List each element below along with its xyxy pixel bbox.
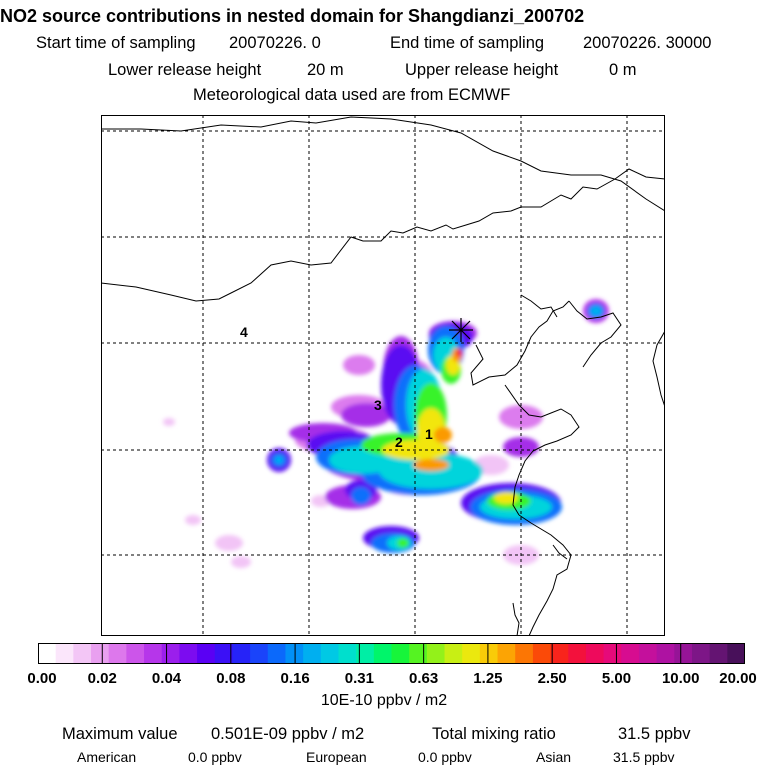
colorbar-tick-label: 0.02 xyxy=(87,670,117,687)
colorbar-cell xyxy=(532,643,552,664)
colorbar-cell xyxy=(638,643,658,664)
colorbar-unit: 10E-10 ppbv / m2 xyxy=(320,692,448,709)
max-value: 0.501E-09 ppbv / m2 xyxy=(211,725,365,743)
end-time-value: 20070226. 30000 xyxy=(583,34,712,52)
colorbar-cell xyxy=(267,643,287,664)
colorbar-tick-label: 0.63 xyxy=(409,670,439,687)
colorbar-cell xyxy=(73,643,92,664)
upper-height-value: 0 m xyxy=(609,61,637,79)
site-marker-asterisk xyxy=(449,318,473,342)
colorbar-cell xyxy=(497,643,516,664)
start-time-value: 20070226. 0 xyxy=(229,34,321,52)
colorbar-cell xyxy=(179,643,198,664)
colorbar-tick-label: 1.25 xyxy=(473,670,503,687)
colorbar-cell xyxy=(444,643,463,664)
colorbar-cell xyxy=(409,643,428,664)
colorbar-tick-label: 10.00 xyxy=(661,670,700,687)
region-label-2: 2 xyxy=(395,434,403,450)
total-mixing-value: 31.5 ppbv xyxy=(618,725,691,743)
colorbar-cell xyxy=(232,643,251,664)
map-panel: 1 2 3 4 xyxy=(101,115,665,636)
colorbar-cell xyxy=(338,643,357,664)
lower-height-value: 20 m xyxy=(307,61,344,79)
colorbar-cell xyxy=(515,643,534,664)
colorbar-cell xyxy=(709,643,728,664)
european-value: 0.0 ppbv xyxy=(418,749,472,765)
colorbar-cell xyxy=(391,643,410,664)
total-mixing-label: Total mixing ratio xyxy=(432,725,556,743)
end-time-label: End time of sampling xyxy=(390,34,545,52)
figure-title: NO2 source contributions in nested domai… xyxy=(0,6,585,26)
colorbar-cell xyxy=(656,643,675,664)
american-value: 0.0 ppbv xyxy=(188,749,242,765)
colorbar-cell xyxy=(603,643,622,664)
colorbar-tick-label: 20.00 xyxy=(719,670,757,687)
region-label-4: 4 xyxy=(240,324,248,340)
map-gridlines xyxy=(101,115,665,636)
colorbar-cell xyxy=(479,643,499,664)
colorbar-cell xyxy=(144,643,163,664)
colorbar xyxy=(38,643,745,664)
colorbar-tick-label: 0.04 xyxy=(151,670,182,687)
colorbar-tick-label: 0.31 xyxy=(344,670,374,687)
colorbar-cell xyxy=(320,643,340,664)
colorbar-cell xyxy=(214,643,234,664)
colorbar-cell xyxy=(585,643,605,664)
colorbar-cell xyxy=(462,643,481,664)
colorbar-cell xyxy=(250,643,269,664)
colorbar-cell xyxy=(727,643,745,664)
concentration-plume xyxy=(163,299,609,568)
colorbar-cell xyxy=(161,643,181,664)
upper-height-label: Upper release height xyxy=(405,61,559,79)
start-time-label: Start time of sampling xyxy=(36,34,196,52)
colorbar-cell xyxy=(303,643,322,664)
max-value-label: Maximum value xyxy=(62,725,178,743)
colorbar-cell xyxy=(621,643,640,664)
colorbar-tick-label: 0.16 xyxy=(280,670,310,687)
region-label-1: 1 xyxy=(425,426,433,442)
colorbar-tick-label: 0.08 xyxy=(216,670,246,687)
lower-height-label: Lower release height xyxy=(108,61,262,79)
colorbar-cell xyxy=(38,643,57,664)
coastline-borders xyxy=(101,116,665,636)
colorbar-cell xyxy=(356,643,375,664)
colorbar-cell xyxy=(691,643,711,664)
colorbar-tick-label: 5.00 xyxy=(601,670,632,687)
colorbar-cell xyxy=(550,643,569,664)
met-data-note: Meteorological data used are from ECMWF xyxy=(193,86,511,104)
region-label-3: 3 xyxy=(374,397,382,413)
colorbar-cell xyxy=(126,643,145,664)
colorbar-cell xyxy=(674,643,693,664)
asian-label: Asian xyxy=(536,749,572,765)
colorbar-cell xyxy=(91,643,110,664)
american-label: American xyxy=(77,749,137,765)
colorbar-cell xyxy=(426,643,446,664)
european-label: European xyxy=(306,749,367,765)
asian-value: 31.5 ppbv xyxy=(613,749,675,765)
colorbar-cell xyxy=(108,643,127,664)
colorbar-tick-label: 2.50 xyxy=(537,670,567,687)
colorbar-cell xyxy=(55,643,74,664)
colorbar-tick-label: 0.00 xyxy=(27,670,57,687)
colorbar-cell xyxy=(373,643,393,664)
colorbar-cell xyxy=(197,643,216,664)
colorbar-cell xyxy=(568,643,587,664)
